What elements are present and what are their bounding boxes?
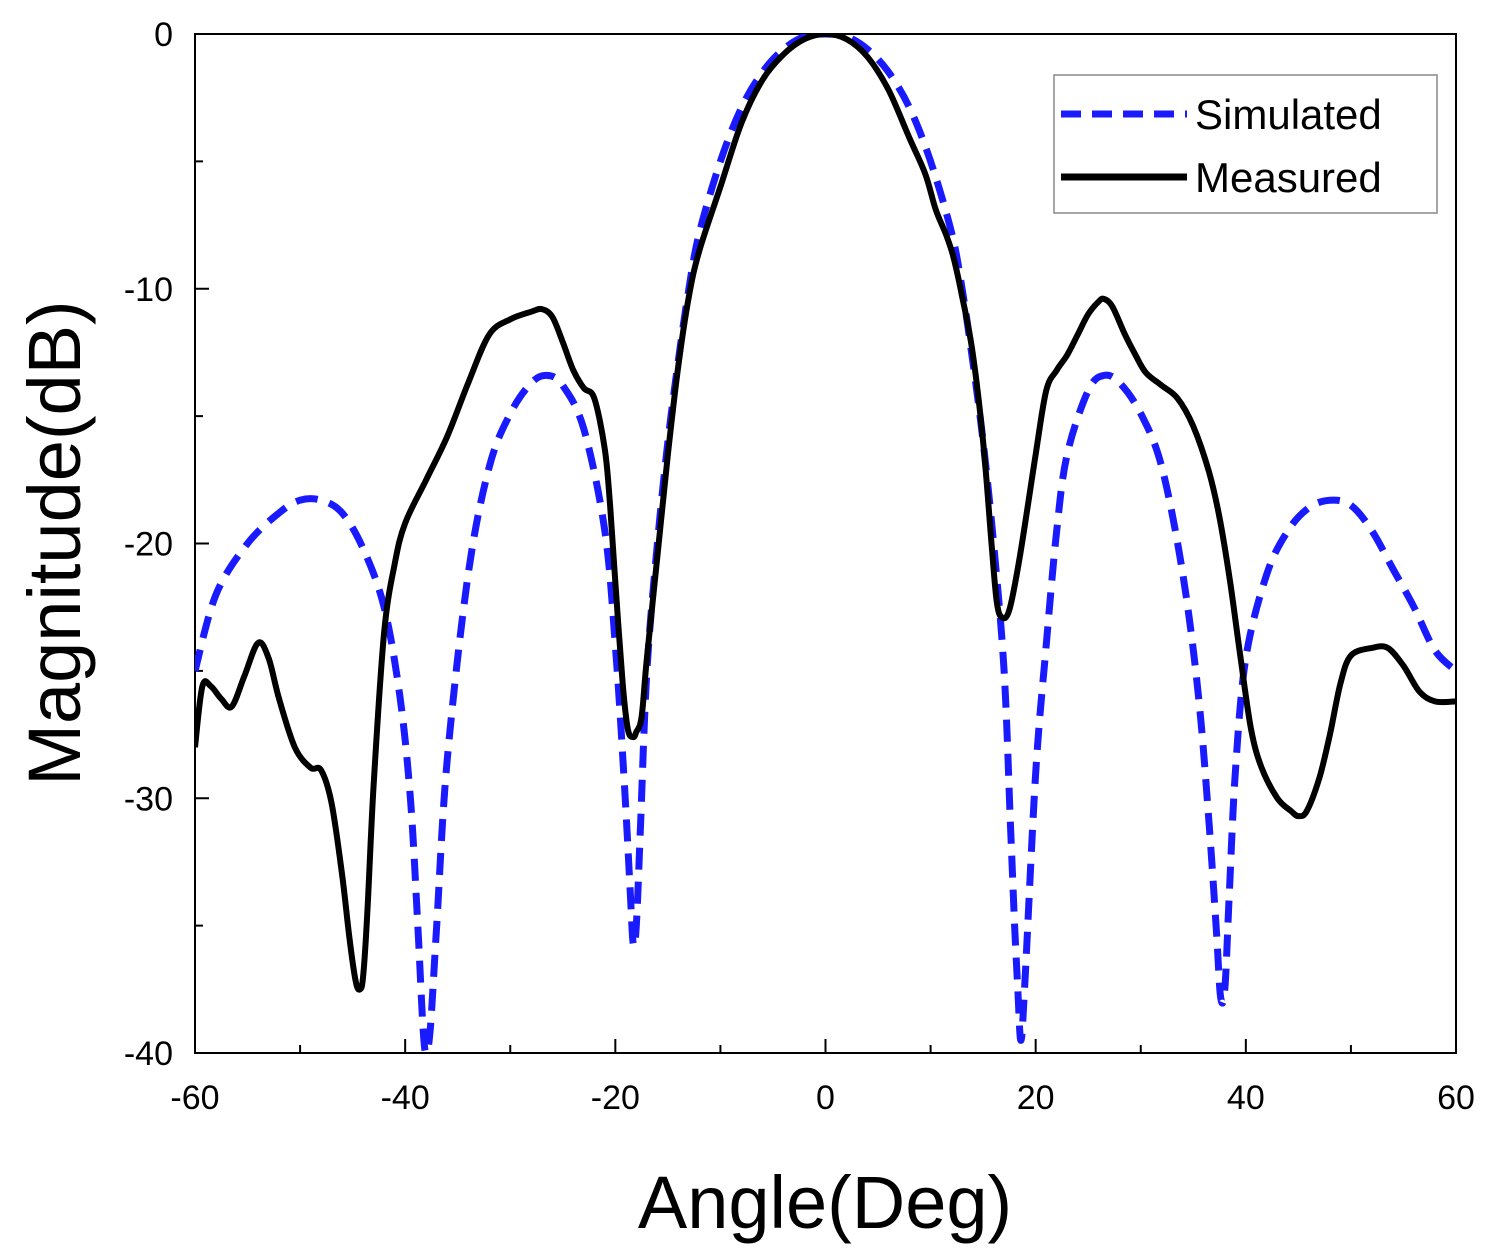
y-tick-label: -40 — [124, 1035, 173, 1073]
y-axis-title: Magnitude(dB) — [13, 300, 96, 785]
x-tick-label: 0 — [816, 1079, 835, 1117]
legend-label-simulated: Simulated — [1195, 91, 1382, 138]
legend-box — [1053, 74, 1438, 214]
x-tick-label: -60 — [170, 1079, 219, 1117]
x-tick-label: 20 — [1017, 1079, 1055, 1117]
y-tick-label: 0 — [154, 16, 173, 54]
x-axis-tick-labels: -60 -40 -20 0 20 40 60 — [170, 1079, 1474, 1117]
legend: Simulated Measured — [1053, 74, 1438, 214]
x-axis-title: Angle(Deg) — [638, 1161, 1012, 1244]
x-tick-label: 40 — [1227, 1079, 1265, 1117]
series-line-simulated — [195, 34, 1456, 1053]
x-tick-label: -40 — [381, 1079, 430, 1117]
x-tick-label: -20 — [591, 1079, 640, 1117]
y-axis-ticks — [195, 33, 209, 1054]
y-tick-label: -10 — [124, 271, 173, 309]
y-axis-tick-labels: 0 -10 -20 -30 -40 — [124, 16, 173, 1073]
series-line-measured — [195, 34, 1456, 993]
y-tick-label: -20 — [124, 526, 173, 564]
x-tick-label: 60 — [1437, 1079, 1475, 1117]
x-axis-ticks — [194, 1039, 1457, 1053]
y-tick-label: -30 — [124, 780, 173, 818]
legend-label-measured: Measured — [1195, 154, 1382, 201]
